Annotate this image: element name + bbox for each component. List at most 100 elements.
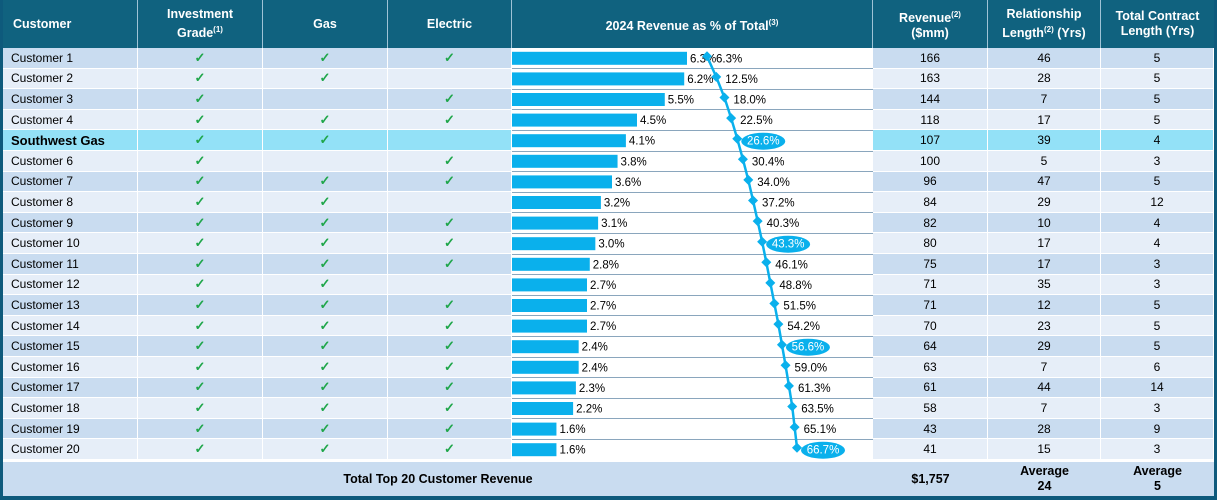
- relationship-cell: 17: [988, 233, 1101, 253]
- cumulative-label: 46.1%: [775, 259, 808, 271]
- electric-cell: [388, 68, 512, 89]
- customer-name: Customer 3: [3, 89, 138, 109]
- checkmark-icon: ✓: [319, 214, 331, 230]
- checkmark-icon: ✓: [444, 379, 455, 395]
- bar: [512, 257, 590, 271]
- chart-row-separator: [512, 356, 873, 358]
- relationship-cell-value: 17: [1037, 112, 1051, 127]
- revenue-cell: 71: [873, 295, 988, 315]
- gas-cell: ✓: [263, 315, 388, 336]
- customer-name-value: Customer 10: [11, 236, 80, 251]
- bar-label: 2.7%: [590, 321, 616, 333]
- bar-label: 2.3%: [579, 383, 605, 395]
- relationship-cell-value: 12: [1037, 297, 1051, 312]
- checkmark-icon: ✓: [319, 420, 331, 436]
- relationship-cell: 29: [988, 336, 1101, 356]
- revenue-cell-value: 41: [923, 442, 937, 457]
- electric-cell: ✓: [388, 254, 512, 274]
- electric-cell: ✓: [388, 357, 512, 377]
- bar: [512, 113, 637, 127]
- electric-cell: ✓: [388, 109, 512, 130]
- contract-cell-value: 5: [1153, 112, 1161, 127]
- revenue-cell-value: 163: [919, 71, 941, 86]
- checkmark-icon: ✓: [194, 338, 206, 354]
- revenue-cell: 100: [873, 151, 988, 171]
- bar-label: 1.6%: [559, 424, 585, 436]
- header-revenue: Revenue(2) ($mm): [873, 0, 988, 48]
- relationship-cell: 35: [988, 274, 1101, 295]
- relationship-cell-value: 47: [1037, 174, 1051, 189]
- bar-label: 5.5%: [668, 95, 694, 107]
- contract-cell: 4: [1101, 130, 1214, 150]
- electric-cell: ✓: [388, 295, 512, 315]
- gas-cell: ✓: [263, 109, 388, 130]
- bar-label: 4.5%: [640, 115, 666, 127]
- checkmark-icon: ✓: [194, 173, 206, 189]
- bar: [512, 381, 576, 395]
- contract-cell: 5: [1101, 315, 1214, 336]
- bar: [512, 72, 685, 86]
- gas-cell: ✓: [263, 439, 388, 459]
- chart-row-separator: [512, 253, 873, 255]
- cumulative-point: [732, 133, 743, 144]
- revenue-cell-value: 100: [919, 153, 941, 168]
- checkmark-icon: ✓: [444, 358, 455, 374]
- customer-name: Customer 19: [3, 418, 138, 439]
- relationship-cell-value: 23: [1037, 318, 1051, 333]
- investment-grade-cell: ✓: [138, 254, 263, 274]
- customer-name-value: Customer 6: [11, 153, 74, 168]
- relationship-cell: 17: [988, 109, 1101, 130]
- bar: [512, 237, 596, 251]
- bar: [512, 299, 587, 312]
- checkmark-icon: ✓: [444, 111, 455, 127]
- revenue-cell-value: 107: [919, 133, 941, 148]
- contract-cell-value: 3: [1153, 256, 1161, 271]
- bar: [512, 175, 612, 189]
- electric-cell: ✓: [388, 377, 512, 398]
- bar: [512, 402, 574, 415]
- cumulative-point: [783, 380, 794, 391]
- revenue-cell-value: 96: [923, 174, 937, 189]
- checkmark-icon: ✓: [444, 317, 455, 333]
- checkmark-icon: ✓: [319, 338, 331, 354]
- revenue-share-chart: 6.3%6.2%5.5%4.5%4.1%3.8%3.6%3.2%3.1%3.0%…: [512, 51, 845, 459]
- revenue-cell-value: 61: [923, 380, 937, 395]
- gas-cell: ✓: [263, 398, 388, 418]
- relationship-cell-value: 44: [1037, 380, 1051, 395]
- relationship-cell: 7: [988, 89, 1101, 109]
- revenue-cell: 71: [873, 274, 988, 295]
- customer-name-value: Customer 9: [11, 215, 74, 230]
- customer-name-value: Customer 4: [11, 112, 74, 127]
- bar-label: 2.7%: [590, 280, 616, 292]
- investment-grade-cell: ✓: [138, 233, 263, 253]
- contract-cell: 5: [1101, 89, 1214, 109]
- checkmark-icon: ✓: [444, 255, 455, 271]
- revenue-cell: 163: [873, 68, 988, 89]
- gas-cell: ✓: [263, 130, 388, 150]
- contract-cell: 14: [1101, 377, 1214, 398]
- cumulative-label: 48.8%: [779, 280, 812, 292]
- checkmark-icon: ✓: [319, 255, 331, 271]
- chart-row-separator: [512, 438, 873, 440]
- customer-name: Customer 11: [3, 254, 138, 274]
- customer-name: Customer 14: [3, 315, 138, 336]
- relationship-cell: 28: [988, 418, 1101, 439]
- cumulative-point: [719, 92, 730, 103]
- customer-name-value: Customer 7: [11, 174, 74, 189]
- chart-row-separator: [512, 294, 873, 296]
- checkmark-icon: ✓: [194, 49, 206, 65]
- bar-label: 3.1%: [601, 218, 627, 230]
- customer-name: Customer 8: [3, 192, 138, 212]
- cumulative-label: 61.3%: [798, 383, 831, 395]
- contract-cell-value: 4: [1153, 133, 1161, 148]
- revenue-cell: 43: [873, 418, 988, 439]
- investment-grade-cell: ✓: [138, 48, 263, 68]
- chart-row-separator: [512, 171, 873, 173]
- contract-cell: 5: [1101, 109, 1214, 130]
- bar-label: 2.2%: [576, 404, 602, 416]
- cumulative-point: [743, 174, 754, 185]
- checkmark-icon: ✓: [444, 214, 455, 230]
- gas-cell: ✓: [263, 254, 388, 274]
- contract-cell: 3: [1101, 151, 1214, 171]
